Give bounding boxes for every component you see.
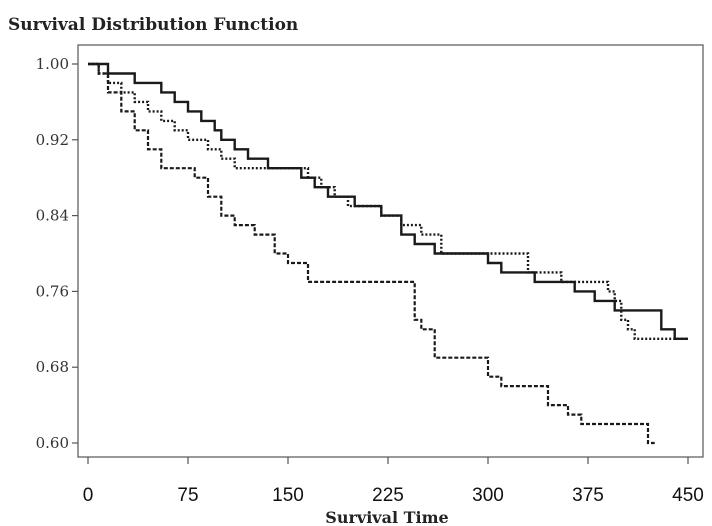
x-tick-label: 300 — [472, 485, 504, 506]
y-tick-label: 0.84 — [36, 207, 69, 225]
y-tick-label: 0.68 — [36, 358, 69, 376]
x-tick-label: 225 — [372, 485, 404, 506]
y-tick-label: 0.60 — [36, 434, 69, 452]
y-tick-label: 1.00 — [36, 55, 69, 73]
x-tick-label: 0 — [83, 485, 94, 506]
survival-curve-solid — [88, 62, 688, 340]
chart-title: Survival Distribution Function — [8, 15, 298, 35]
x-axis-label: Survival Time — [325, 508, 448, 526]
x-tick-label: 375 — [572, 485, 604, 506]
x-tick-label: 75 — [177, 485, 198, 506]
series-layer — [88, 62, 688, 445]
y-tick-label: 0.92 — [36, 131, 69, 149]
survival-curve-dashed — [88, 62, 655, 445]
x-axis: 0 75 150 225 300 375 450 — [83, 457, 704, 506]
y-tick-label: 0.76 — [36, 282, 69, 300]
survival-curve-dotted — [88, 62, 688, 340]
x-tick-label: 450 — [672, 485, 704, 506]
x-tick-label: 150 — [272, 485, 304, 506]
plot-frame — [77, 44, 704, 458]
y-axis: 0.60 0.68 0.76 0.84 0.92 1.00 — [36, 55, 78, 452]
